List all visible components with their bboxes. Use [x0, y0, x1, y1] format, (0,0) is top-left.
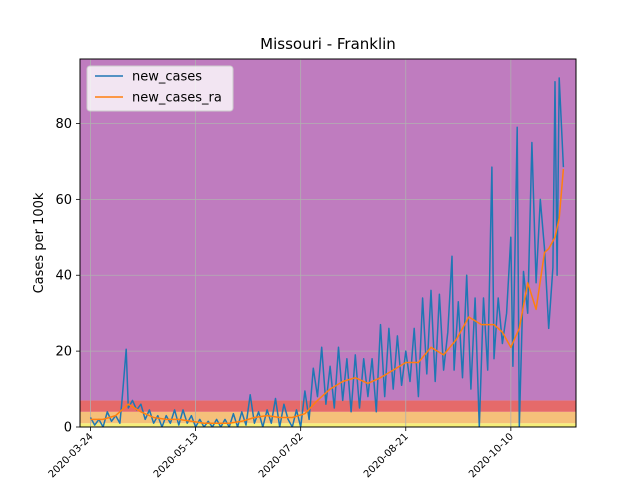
y-tick-label-2: 40 — [55, 269, 72, 284]
grid — [80, 59, 576, 428]
y-tick-label-1: 20 — [55, 345, 72, 360]
plot-area — [89, 77, 565, 427]
band-1 — [80, 411, 576, 424]
series-group — [89, 77, 565, 427]
band-2 — [80, 400, 576, 412]
y-tick-label-3: 60 — [55, 193, 72, 208]
legend-box — [86, 65, 234, 112]
y-tick-label-0: 0 — [64, 421, 72, 436]
threshold-bands — [80, 59, 576, 427]
chart-title: Missouri - Franklin — [260, 35, 396, 53]
y-axis-label: Cases per 100k — [32, 192, 47, 293]
band-0 — [80, 423, 576, 427]
axes-frame — [79, 58, 577, 428]
y-axis: 0 20 40 60 80 — [55, 117, 80, 436]
legend-label-new-cases-ra: new_cases_ra — [132, 91, 222, 106]
series-line-new-cases-ra — [90, 168, 565, 424]
y-tick-label-4: 80 — [55, 117, 72, 132]
legend: new_cases new_cases_ra — [86, 65, 234, 112]
legend-label-new-cases: new_cases — [132, 70, 202, 85]
